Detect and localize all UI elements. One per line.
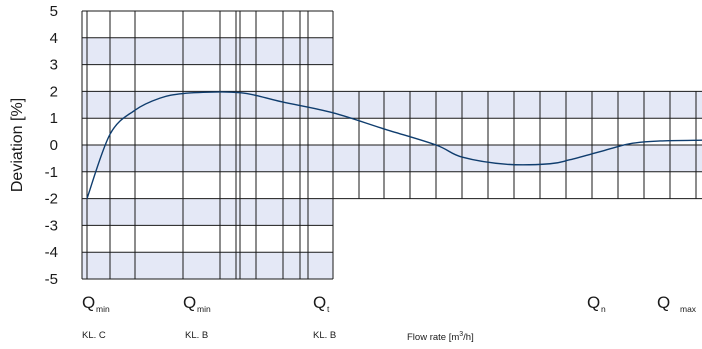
band-left-1	[82, 91, 333, 119]
band-left-2	[82, 145, 333, 172]
marker-qmax: Q max	[657, 293, 697, 314]
y-tick-label: 3	[50, 57, 58, 74]
accuracy-class-label: KL. B	[185, 330, 208, 341]
y-tick-label: 2	[50, 83, 58, 100]
y-tick-label: -4	[45, 244, 58, 261]
marker-subscript: t	[327, 304, 330, 314]
y-tick-label: 0	[50, 137, 58, 154]
marker-symbol: Q	[313, 293, 326, 312]
y-axis-ticks: 5 4 3 2 1 0 -1 -2 -3 -4 -5	[45, 3, 58, 288]
band-left-0	[82, 37, 333, 65]
accuracy-class-label: KL. C	[82, 330, 106, 341]
chart-grid	[81, 10, 702, 280]
y-tick-label: -1	[45, 164, 58, 181]
x-axis-label: Flow rate [m3/h]	[407, 331, 474, 343]
marker-symbol: Q	[657, 293, 670, 312]
marker-symbol: Q	[82, 293, 95, 312]
y-tick-label: 5	[50, 3, 58, 20]
tolerance-bands	[82, 37, 702, 279]
marker-subscript: n	[601, 304, 606, 314]
y-tick-label: -3	[45, 217, 58, 234]
marker-qmin-klc: Q min KL. C	[82, 293, 110, 341]
marker-qmin-klb: Q min KL. B	[183, 293, 211, 341]
marker-symbol: Q	[587, 293, 600, 312]
accuracy-class-label: KL. B	[313, 330, 336, 341]
marker-subscript: max	[680, 304, 697, 314]
y-tick-label: -2	[45, 191, 58, 208]
deviation-curve-layer	[86, 91, 702, 199]
marker-qt-klb: Q t KL. B	[313, 293, 336, 341]
band-left-3	[82, 198, 333, 226]
y-tick-label: 4	[50, 30, 58, 47]
band-left-4	[82, 252, 333, 279]
marker-subscript: min	[197, 304, 211, 314]
band-right-0	[333, 91, 702, 119]
marker-qn: Q n	[587, 293, 606, 314]
y-axis-label: Deviation [%]	[9, 98, 26, 192]
marker-symbol: Q	[183, 293, 196, 312]
band-right-1	[333, 145, 702, 172]
y-tick-label: -5	[45, 271, 58, 288]
marker-subscript: min	[96, 304, 110, 314]
deviation-curve	[86, 91, 702, 199]
y-tick-label: 1	[50, 110, 58, 127]
